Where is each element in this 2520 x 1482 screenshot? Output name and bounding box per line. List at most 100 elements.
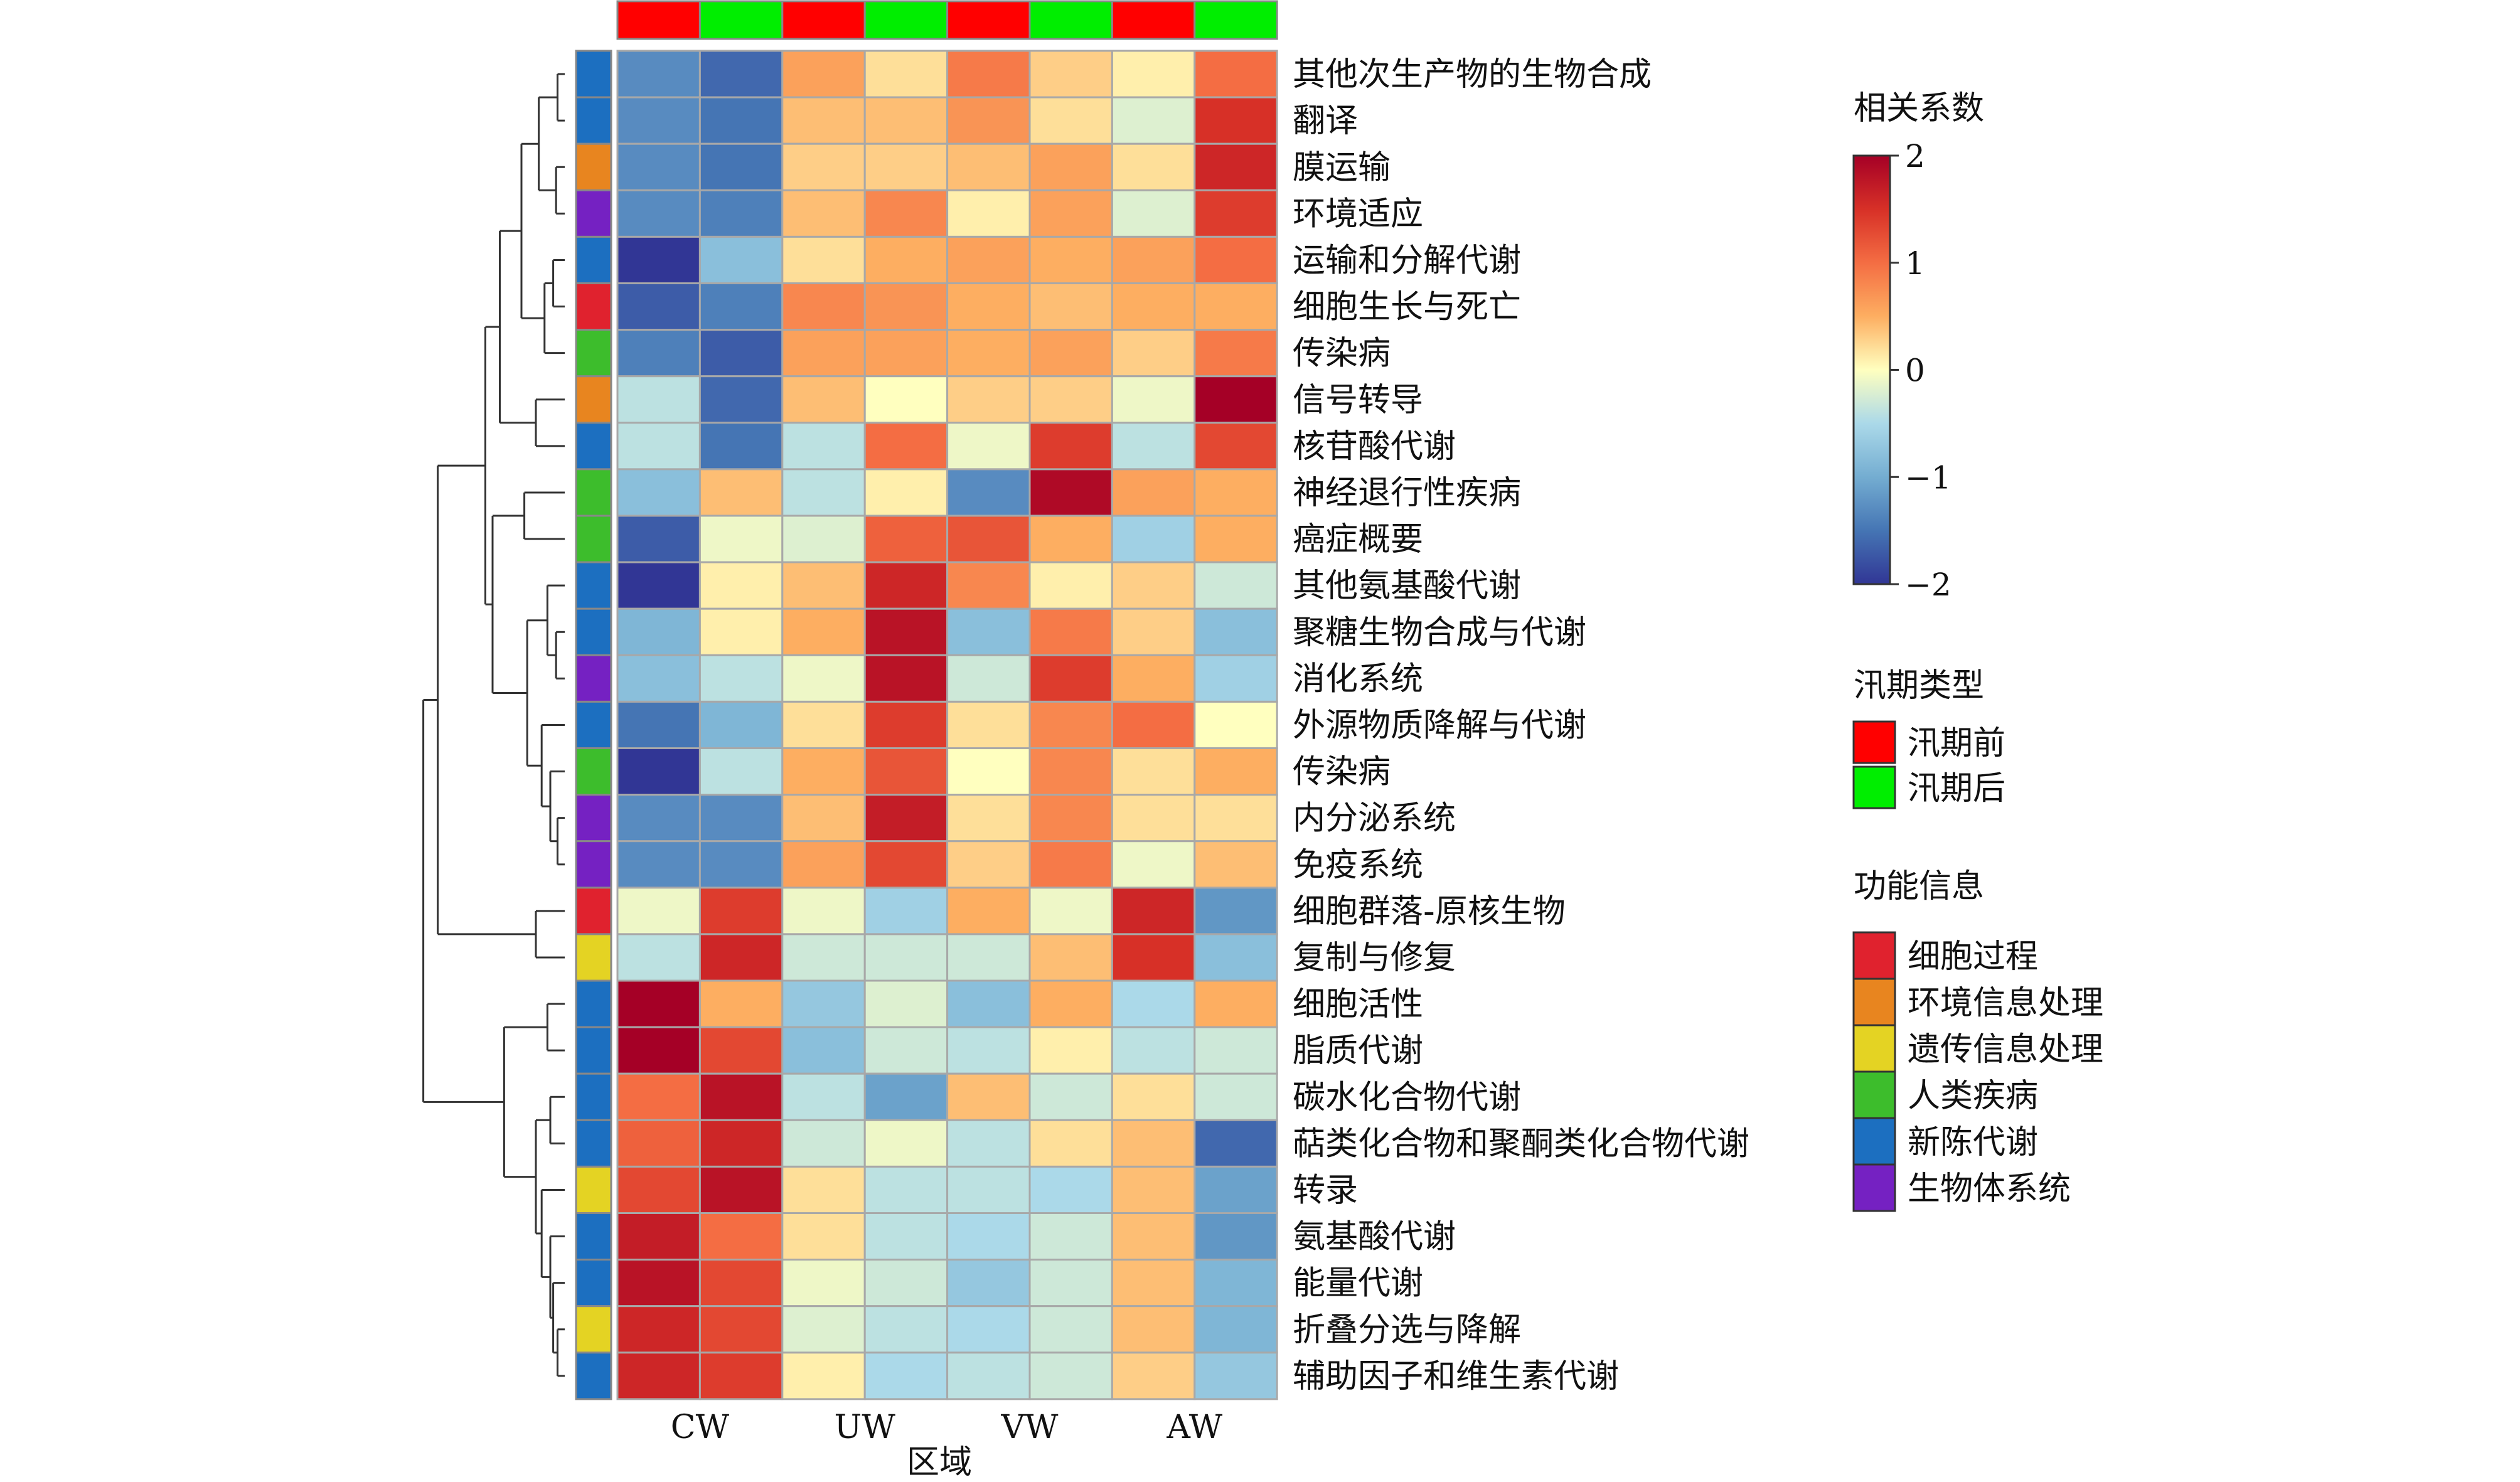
heatmap-cell-r14-c3 [781, 654, 866, 703]
heatmap-cell-r3-c8 [1193, 142, 1278, 191]
heatmap-cell-r28-c6 [1028, 1305, 1113, 1354]
heatmap-cell-r28-c1 [616, 1305, 701, 1354]
heatmap-cell-r1-c8 [1193, 50, 1278, 99]
heatmap-cell-r27-c3 [781, 1259, 866, 1308]
season-legend-swatch-1 [1852, 720, 1896, 764]
heatmap-cell-r9-c3 [781, 422, 866, 471]
heatmap-cell-r11-c1 [616, 514, 701, 563]
season-cell-6 [1028, 0, 1113, 40]
heatmap-cell-r16-c5 [946, 747, 1031, 796]
heatmap-cell-r8-c3 [781, 375, 866, 424]
heatmap-cell-r2-c4 [863, 96, 949, 145]
season-annotation-strip [616, 0, 1278, 40]
heatmap-cell-r2-c1 [616, 96, 701, 145]
season-legend-swatch-2 [1852, 765, 1896, 809]
heatmap-cell-r5-c4 [863, 235, 949, 284]
function-cell-row-6 [575, 282, 612, 331]
function-cell-row-17 [575, 794, 612, 843]
heatmap-cell-r4-c5 [946, 189, 1031, 238]
function-cell-row-8 [575, 375, 612, 424]
function-cell-row-13 [575, 607, 612, 656]
heatmap-cell-r15-c7 [1111, 700, 1196, 750]
heatmap-cell-r11-c4 [863, 514, 949, 563]
season-cell-3 [781, 0, 866, 40]
function-legend-swatch-5 [1852, 1117, 1896, 1166]
heatmap-cell-r21-c2 [698, 979, 784, 1028]
heatmap-cell-r10-c2 [698, 468, 784, 517]
function-cell-row-18 [575, 840, 612, 889]
heatmap-cell-r8-c5 [946, 375, 1031, 424]
heatmap-cell-r13-c8 [1193, 607, 1278, 656]
heatmap-cell-r20-c2 [698, 933, 784, 982]
heatmap-cell-r26-c3 [781, 1212, 866, 1261]
heatmap-cell-r9-c1 [616, 422, 701, 471]
row-label-19: 细胞群落-原核生物 [1293, 893, 1566, 930]
row-label-22: 脂质代谢 [1293, 1032, 1423, 1070]
function-cell-row-28 [575, 1305, 612, 1354]
heatmap-cell-r11-c8 [1193, 514, 1278, 563]
heatmap-cell-r9-c4 [863, 422, 949, 471]
heatmap-cell-r8-c2 [698, 375, 784, 424]
heatmap-cell-r10-c1 [616, 468, 701, 517]
function-legend-title: 功能信息 [1854, 868, 1984, 905]
row-label-2: 翻译 [1293, 102, 1358, 140]
heatmap-cell-r15-c5 [946, 700, 1031, 750]
heatmap-cell-r26-c5 [946, 1212, 1031, 1261]
heatmap-cell-r22-c3 [781, 1026, 866, 1075]
heatmap-cell-r29-c8 [1193, 1351, 1278, 1400]
heatmap-cell-r18-c8 [1193, 840, 1278, 889]
function-legend-swatch-6 [1852, 1163, 1896, 1212]
heatmap-cell-r16-c7 [1111, 747, 1196, 796]
heatmap-cell-r17-c2 [698, 794, 784, 843]
heatmap-cell-r16-c8 [1193, 747, 1278, 796]
function-cell-row-12 [575, 561, 612, 610]
heatmap-cell-r1-c4 [863, 50, 949, 99]
heatmap-cell-r19-c1 [616, 887, 701, 936]
heatmap-cell-r9-c2 [698, 422, 784, 471]
function-cell-row-3 [575, 142, 612, 191]
heatmap-cell-r1-c6 [1028, 50, 1113, 99]
function-legend-swatch-3 [1852, 1024, 1896, 1073]
heatmap-cell-r19-c3 [781, 887, 866, 936]
heatmap-cell-r16-c6 [1028, 747, 1113, 796]
heatmap-cell-r2-c6 [1028, 96, 1113, 145]
heatmap-cell-r5-c6 [1028, 235, 1113, 284]
heatmap-cell-r23-c7 [1111, 1072, 1196, 1121]
row-label-11: 癌症概要 [1293, 521, 1423, 558]
heatmap-cell-r2-c2 [698, 96, 784, 145]
heatmap-cell-r19-c5 [946, 887, 1031, 936]
function-legend-label-3: 遗传信息处理 [1908, 1031, 2103, 1069]
heatmap-cell-r28-c5 [946, 1305, 1031, 1354]
colorbar-tick-4: −1 [1905, 459, 1951, 496]
heatmap-cell-r29-c4 [863, 1351, 949, 1400]
heatmap-cell-r5-c3 [781, 235, 866, 284]
heatmap-cell-r19-c7 [1111, 887, 1196, 936]
heatmap-cell-r15-c1 [616, 700, 701, 750]
heatmap-cell-r24-c6 [1028, 1119, 1113, 1168]
heatmap-cell-r12-c5 [946, 561, 1031, 610]
heatmap-cell-r15-c2 [698, 700, 784, 750]
heatmap-cell-r29-c6 [1028, 1351, 1113, 1400]
row-label-7: 传染病 [1293, 335, 1391, 373]
row-label-28: 折叠分选与降解 [1293, 1311, 1521, 1349]
heatmap-cell-r12-c3 [781, 561, 866, 610]
heatmap-cell-r10-c6 [1028, 468, 1113, 517]
row-label-5: 运输和分解代谢 [1293, 242, 1521, 279]
colorbar-tick-2: 1 [1905, 245, 1925, 282]
function-cell-row-19 [575, 887, 612, 936]
heatmap-cell-r10-c4 [863, 468, 949, 517]
row-label-16: 传染病 [1293, 754, 1391, 791]
heatmap-cell-r23-c1 [616, 1072, 701, 1121]
heatmap-cell-r2-c7 [1111, 96, 1196, 145]
heatmap-cell-r2-c5 [946, 96, 1031, 145]
heatmap-cell-r10-c3 [781, 468, 866, 517]
heatmap-cell-r3-c6 [1028, 142, 1113, 191]
colorbar [1852, 154, 1891, 585]
heatmap-cell-r11-c5 [946, 514, 1031, 563]
function-cell-row-21 [575, 979, 612, 1028]
heatmap-cell-r11-c2 [698, 514, 784, 563]
heatmap-cell-r19-c6 [1028, 887, 1113, 936]
function-cell-row-9 [575, 422, 612, 471]
heatmap-cell-r14-c5 [946, 654, 1031, 703]
heatmap-cell-r9-c7 [1111, 422, 1196, 471]
